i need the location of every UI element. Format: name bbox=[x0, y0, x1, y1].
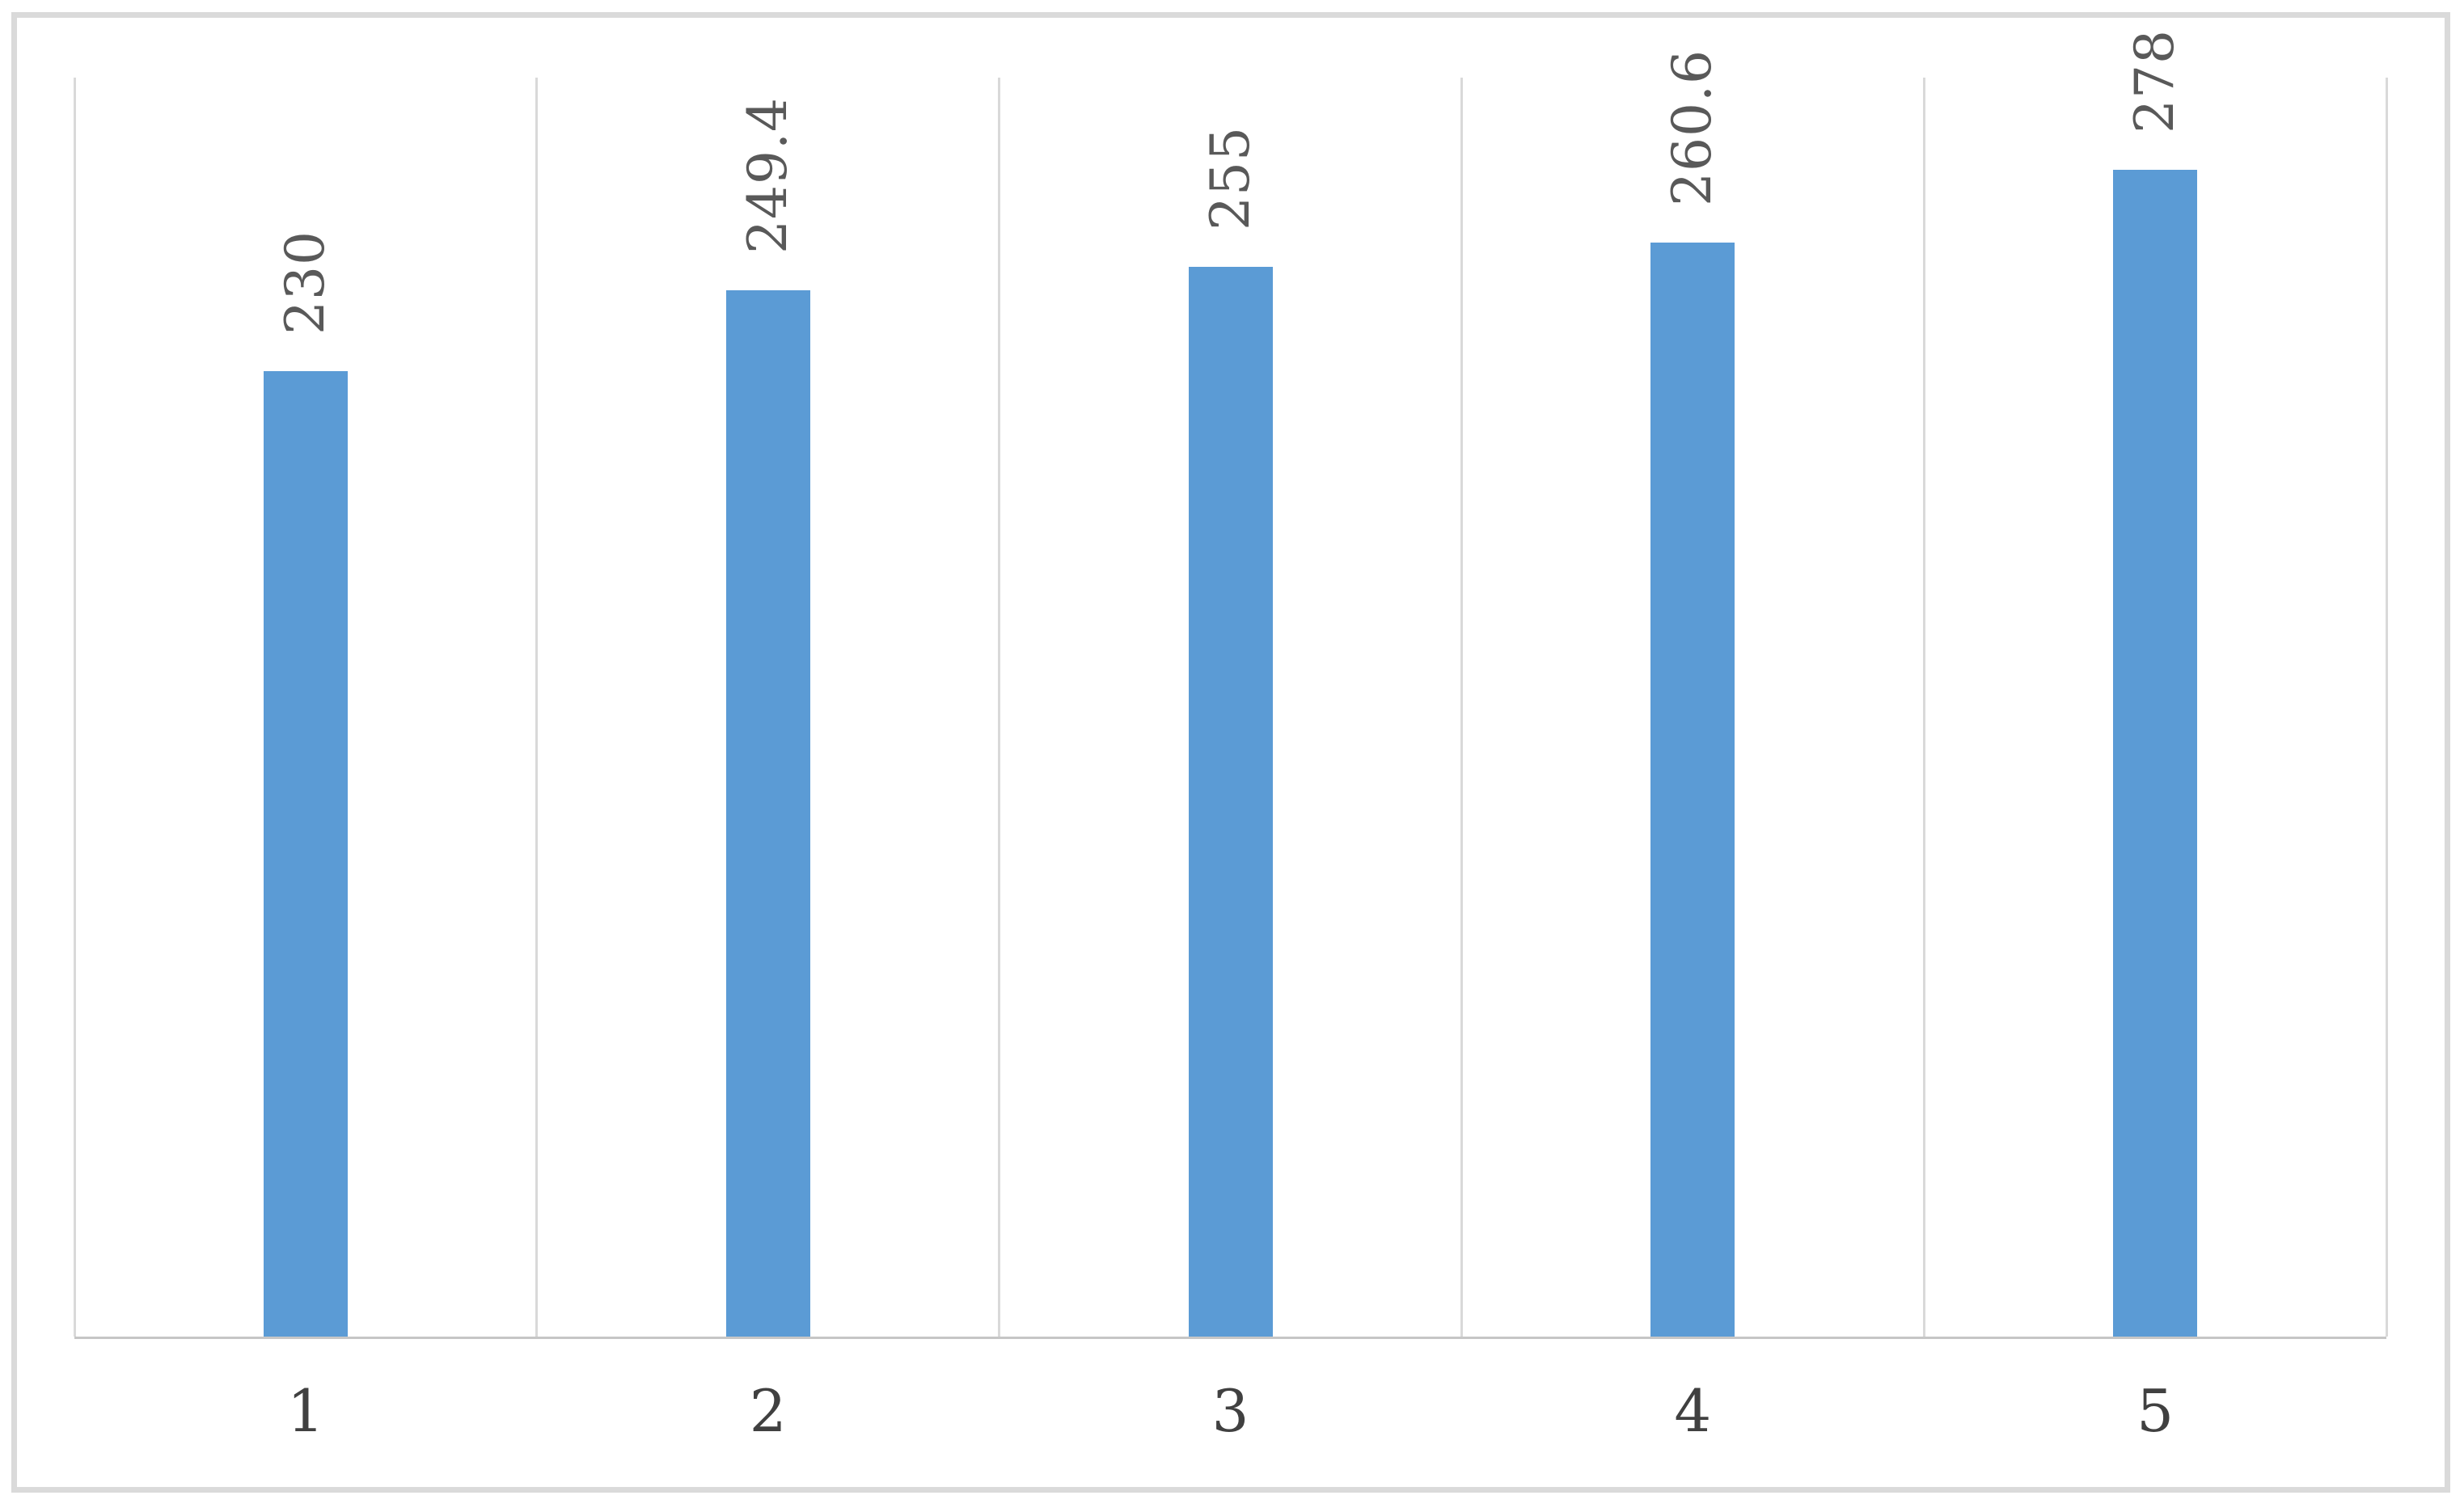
x-axis-tick-label: 4 bbox=[1674, 1377, 1712, 1445]
x-axis-tick-label: 1 bbox=[286, 1377, 324, 1445]
bar-category-2[interactable] bbox=[725, 289, 810, 1337]
plot-left-gridline bbox=[73, 78, 76, 1337]
category-gridline bbox=[535, 78, 539, 1337]
category-gridline bbox=[1460, 78, 1463, 1337]
bar-value-label: 278 bbox=[2124, 29, 2187, 134]
x-axis-tick-label: 3 bbox=[1211, 1377, 1249, 1445]
x-axis-tick-label: 5 bbox=[2136, 1377, 2174, 1445]
bar-category-1[interactable] bbox=[263, 371, 348, 1337]
bar-category-4[interactable] bbox=[1650, 243, 1735, 1337]
bar-value-label: 230 bbox=[273, 230, 336, 336]
bar-category-3[interactable] bbox=[1188, 266, 1273, 1337]
plot-right-gridline bbox=[2385, 78, 2388, 1337]
x-axis-tick-label: 2 bbox=[749, 1377, 787, 1445]
category-gridline bbox=[998, 78, 1001, 1337]
bar-category-5[interactable] bbox=[2113, 170, 2198, 1337]
x-axis-line bbox=[74, 1337, 2386, 1339]
bar-value-label: 255 bbox=[1198, 125, 1262, 230]
bar-value-label: 249.4 bbox=[736, 96, 799, 254]
bar-value-label: 260.6 bbox=[1661, 49, 1724, 207]
category-gridline bbox=[1922, 78, 1925, 1337]
